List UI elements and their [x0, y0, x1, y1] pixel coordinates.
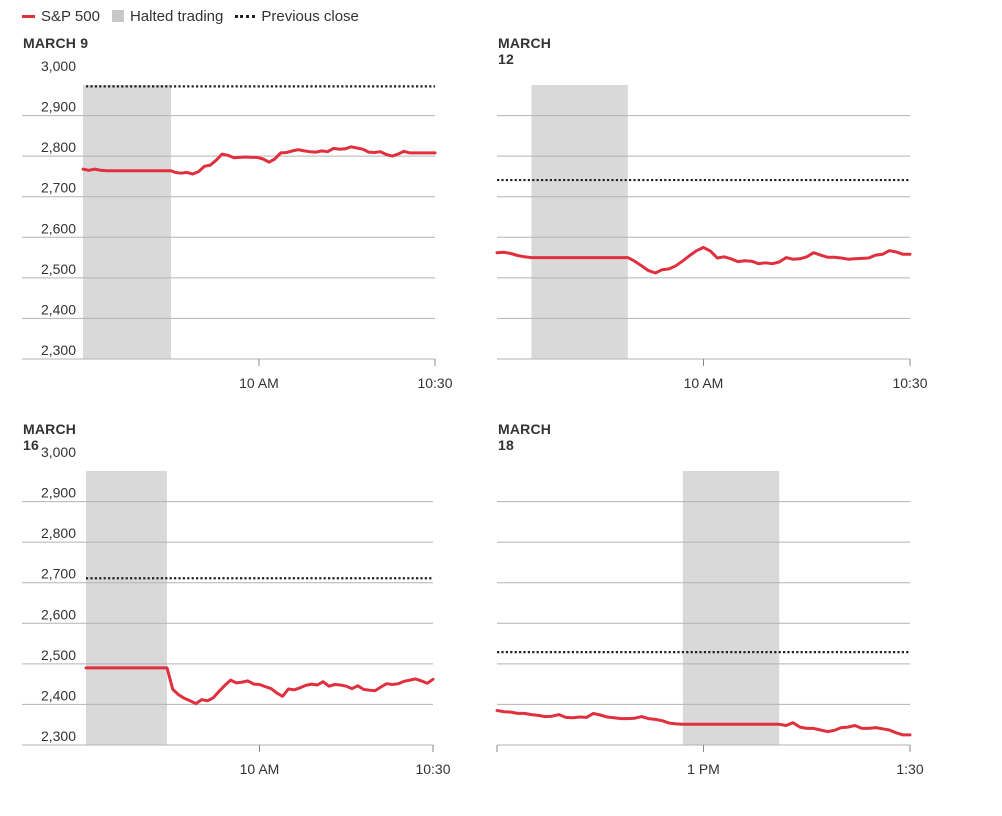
chart-title-march-18: MARCH 18	[498, 421, 552, 453]
legend-halted-label: Halted trading	[129, 7, 224, 25]
halted-band-3	[682, 471, 780, 745]
y-tick-label-0-7: 2,300	[41, 342, 76, 358]
y-tick-label-2-5: 2,500	[41, 647, 76, 663]
prev-close-swatch	[235, 14, 256, 18]
y-tick-label-0-1: 2,900	[41, 99, 76, 115]
sp500-line-3	[495, 709, 912, 737]
sp500-line-1	[495, 245, 912, 275]
sp500-line-2	[84, 666, 435, 706]
y-tick-label-2-2: 2,800	[41, 525, 76, 541]
legend-item-sp500: S&P 500	[22, 8, 100, 25]
y-tick-label-2-6: 2,400	[41, 687, 76, 703]
y-tick-label-2-3: 2,700	[41, 566, 76, 582]
y-tick-label-0-0: 3,000	[41, 58, 76, 74]
halted-band-1	[531, 85, 628, 359]
chart-title-march-9: MARCH 9	[23, 35, 89, 51]
legend-sp500-label: S&P 500	[41, 7, 100, 25]
y-tick-label-0-6: 2,400	[41, 301, 76, 317]
halted-band-2	[86, 471, 167, 745]
legend-item-halted: Halted trading	[111, 7, 224, 25]
y-tick-label-0-5: 2,500	[41, 261, 76, 277]
chart-title-march-12: MARCH 12	[498, 35, 552, 67]
legend: S&P 500 Halted trading Previous close	[22, 6, 371, 26]
legend-item-prev-close: Previous close	[235, 8, 359, 25]
x-tick-label-0-1: 10:30	[417, 375, 452, 391]
x-tick-label-3-2: 1:30	[896, 761, 923, 777]
y-tick-label-2-7: 2,300	[41, 728, 76, 744]
x-tick-label-2-0: 10 AM	[240, 761, 280, 777]
y-tick-label-0-4: 2,600	[41, 220, 76, 236]
y-tick-label-0-2: 2,800	[41, 139, 76, 155]
x-tick-label-1-1: 10:30	[892, 375, 927, 391]
sp500-line-0	[81, 145, 437, 176]
sp500-swatch	[22, 14, 35, 18]
x-tick-label-2-1: 10:30	[415, 761, 450, 777]
halted-swatch	[111, 10, 124, 22]
x-tick-label-1-0: 10 AM	[684, 375, 724, 391]
y-tick-label-2-4: 2,600	[41, 606, 76, 622]
y-tick-label-2-0: 3,000	[41, 444, 76, 460]
halted-band-0	[83, 85, 171, 359]
chart-title-march-16: MARCH 16	[23, 421, 77, 453]
y-tick-label-0-3: 2,700	[41, 180, 76, 196]
x-tick-label-3-1: 1 PM	[687, 761, 720, 777]
y-tick-label-2-1: 2,900	[41, 485, 76, 501]
legend-prev-close-label: Previous close	[261, 7, 359, 25]
x-tick-label-0-0: 10 AM	[239, 375, 279, 391]
